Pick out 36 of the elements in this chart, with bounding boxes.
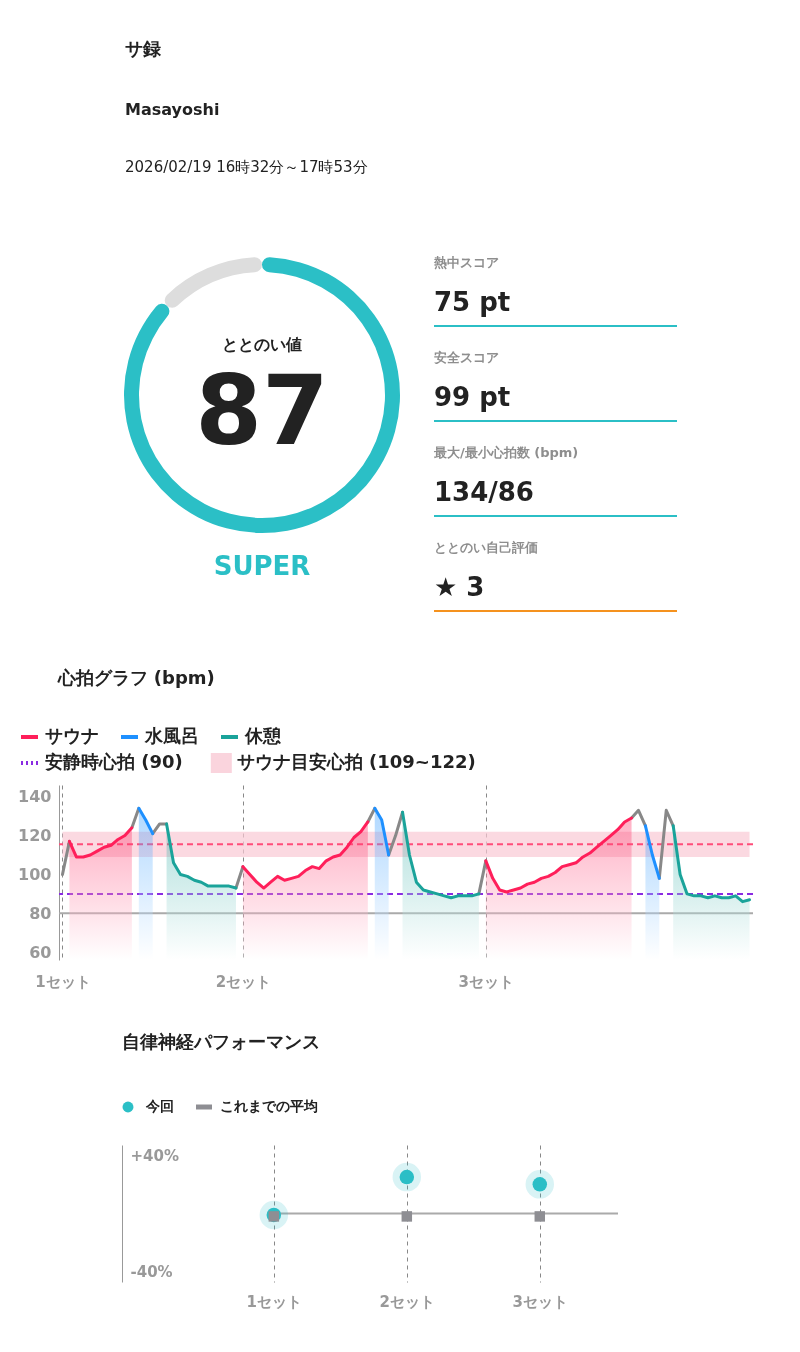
text: SUPER xyxy=(213,551,311,581)
data-label: 87 xyxy=(195,355,329,467)
x-tick-label: 1セット xyxy=(246,1292,303,1311)
y-tick-label: 60 xyxy=(29,942,52,962)
x-tick-label: 2セット xyxy=(379,1292,436,1311)
legend-label: これまでの平均 xyxy=(220,1098,318,1114)
x-tick-label: 3セット xyxy=(512,1292,568,1311)
y-tick-label: 100 xyxy=(18,864,52,884)
text: 134/86 xyxy=(434,477,534,507)
legend-label: 安静時心拍 (90) xyxy=(45,751,183,772)
text: 最大/最小心拍数 (bpm) xyxy=(433,445,579,460)
chart-title: 自律神経パフォーマンス xyxy=(122,1031,320,1052)
y-tick-label: -40% xyxy=(130,1263,173,1282)
y-tick-label: +40% xyxy=(130,1146,179,1165)
legend-label: 水風呂 xyxy=(144,725,199,746)
legend-label: 今回 xyxy=(145,1098,174,1114)
text: Masayoshi xyxy=(125,100,220,119)
y-tick-label: 80 xyxy=(29,903,52,923)
text: 熱中スコア xyxy=(433,255,499,270)
y-tick-label: 140 xyxy=(18,787,52,807)
text: ★ 3 xyxy=(434,572,485,602)
text: サ録 xyxy=(125,38,161,59)
text: 安全スコア xyxy=(434,350,499,365)
text: 2026/02/19 16時32分～17時53分 xyxy=(125,158,368,176)
x-tick-label: 2セット xyxy=(215,972,272,991)
legend-label: サウナ目安心拍 (109~122) xyxy=(236,751,476,772)
y-tick-label: 120 xyxy=(18,826,52,846)
x-tick-label: 1セット xyxy=(35,972,91,991)
legend-label: 休憩 xyxy=(244,725,282,746)
text: 99 pt xyxy=(434,382,511,412)
text: ととのい値 xyxy=(222,335,302,354)
x-tick-label: 3セット xyxy=(458,972,515,991)
legend-label: サウナ xyxy=(45,725,99,746)
text: 75 pt xyxy=(434,287,511,317)
chart-title: 心拍グラフ (bpm) xyxy=(56,667,215,688)
text: ととのい自己評価 xyxy=(434,540,538,555)
